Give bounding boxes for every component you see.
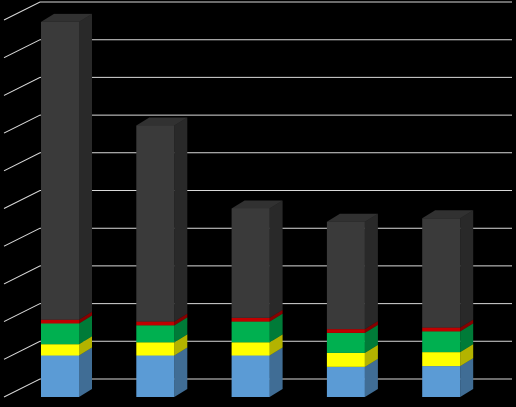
- bar-front: [422, 331, 461, 353]
- bar-segment: [422, 344, 474, 367]
- bar-segment: [231, 309, 283, 322]
- bar-front: [422, 366, 461, 397]
- bar-side: [79, 311, 92, 324]
- bar-segment: [231, 334, 283, 356]
- grid-line: [3, 39, 512, 59]
- bar-front: [326, 329, 365, 333]
- grid-line: [3, 114, 512, 134]
- bar-segment: [231, 347, 283, 397]
- bar-segment: [326, 321, 378, 333]
- bar-segment: [422, 319, 474, 332]
- bar-front: [136, 325, 175, 343]
- bar-front: [41, 21, 79, 320]
- bar-side: [79, 347, 92, 397]
- bar-side: [364, 358, 378, 397]
- bar-side: [79, 13, 92, 320]
- bar-segment: [231, 313, 283, 343]
- bar-segment: [422, 210, 474, 328]
- bar-side: [460, 344, 474, 367]
- bar-front: [326, 352, 365, 367]
- bar-side: [269, 200, 283, 318]
- bar-segment: [41, 311, 92, 324]
- bar-front: [231, 342, 270, 356]
- bar-side: [174, 347, 188, 397]
- bar-front: [41, 319, 79, 324]
- grid-line: [3, 190, 512, 209]
- bar-top: [326, 213, 378, 222]
- bar-segment: [136, 313, 188, 326]
- bar-front: [41, 355, 79, 397]
- bar-front: [231, 208, 270, 318]
- bar-side: [460, 210, 474, 328]
- bar-side: [79, 315, 92, 345]
- bar-front: [136, 125, 175, 322]
- bar-side: [269, 309, 283, 322]
- bar-side: [460, 358, 474, 397]
- bar-segment: [326, 344, 378, 367]
- bar-side: [174, 117, 188, 322]
- bar-side: [269, 313, 283, 343]
- bar-front: [231, 317, 270, 322]
- bar-side: [364, 344, 378, 367]
- bar-side: [79, 336, 92, 356]
- bar-side: [364, 321, 378, 333]
- bar-front: [326, 332, 365, 353]
- bar-segment: [231, 200, 283, 318]
- bar-segment: [422, 358, 474, 397]
- bar-segment: [41, 315, 92, 345]
- bar-segment: [41, 347, 92, 397]
- bar-segment: [422, 323, 474, 353]
- bar-front: [422, 218, 461, 328]
- bar-top: [136, 117, 188, 126]
- bar-side: [364, 324, 378, 353]
- bar-front: [231, 321, 270, 343]
- bar-side: [174, 317, 188, 343]
- bar-front: [422, 352, 461, 367]
- bar-segment: [136, 317, 188, 343]
- grid-line: [3, 152, 512, 172]
- bar-segment: [136, 334, 188, 356]
- bar-segment: [326, 324, 378, 353]
- bar-front: [231, 355, 270, 397]
- bar-side: [269, 334, 283, 356]
- bar-side: [174, 334, 188, 356]
- bar-segment: [136, 117, 188, 322]
- bar-side: [460, 319, 474, 332]
- bar-side: [460, 323, 474, 353]
- grid-line: [3, 76, 512, 96]
- bar-front: [136, 342, 175, 356]
- bar-front: [326, 221, 365, 330]
- bar-side: [269, 347, 283, 397]
- bar-front: [41, 323, 79, 345]
- bar-side: [174, 313, 188, 326]
- bar-front: [326, 366, 365, 397]
- bar-segment: [136, 347, 188, 397]
- bar-top: [231, 200, 283, 209]
- bar-side: [364, 213, 378, 330]
- bar-front: [41, 344, 79, 356]
- bar-front: [422, 327, 461, 332]
- bar-segment: [41, 13, 92, 320]
- grid-line: [3, 1, 512, 21]
- bar-top: [422, 210, 474, 219]
- bar-front: [136, 355, 175, 397]
- bar-front: [136, 321, 175, 326]
- bar-segment: [41, 336, 92, 356]
- bar-segment: [326, 213, 378, 330]
- bar-segment: [326, 358, 378, 397]
- bar-top: [41, 13, 92, 22]
